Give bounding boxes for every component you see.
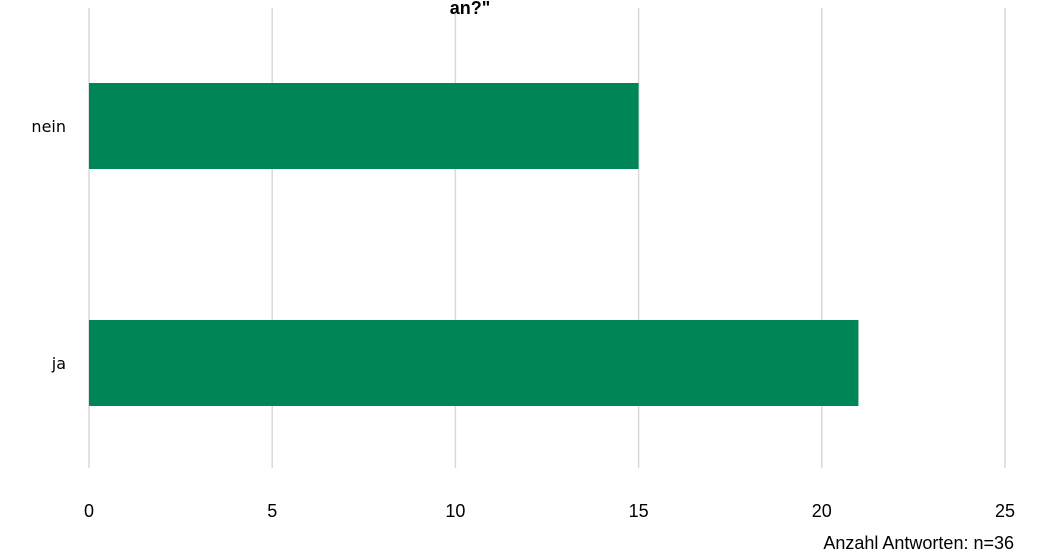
- response-count-note: Anzahl Antworten: n=36: [823, 533, 1014, 553]
- category-label-ja: ja: [51, 354, 66, 373]
- category-labels: nein ja: [31, 117, 66, 373]
- x-tick-label: 15: [629, 501, 649, 521]
- x-tick-label: 5: [267, 501, 277, 521]
- x-tick-labels: 0 5 10 15 20 25: [84, 501, 1015, 521]
- x-tick-label: 25: [995, 501, 1015, 521]
- chart-title-fragment: an?": [450, 0, 491, 18]
- bar-ja: [89, 320, 859, 406]
- bar-nein: [89, 83, 639, 169]
- x-tick-label: 10: [445, 501, 465, 521]
- category-label-nein: nein: [31, 117, 66, 136]
- bars: [89, 83, 859, 406]
- x-tick-label: 0: [84, 501, 94, 521]
- x-tick-label: 20: [812, 501, 832, 521]
